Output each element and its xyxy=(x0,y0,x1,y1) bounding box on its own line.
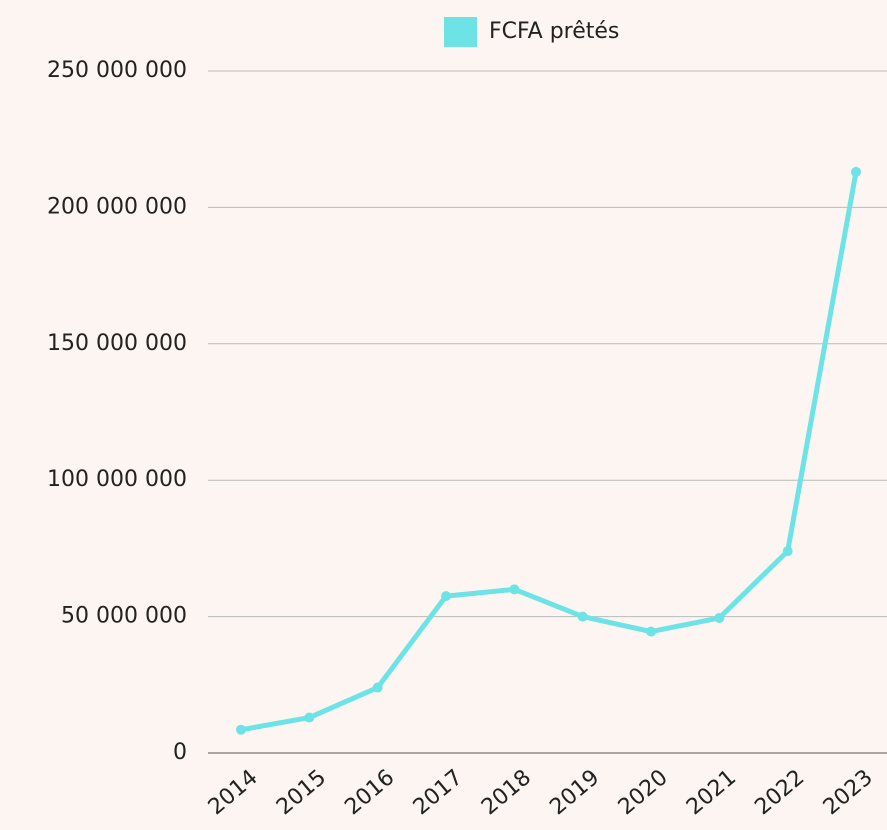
point xyxy=(372,682,383,693)
x-tick-label: 2017 xyxy=(409,765,468,820)
point xyxy=(782,546,793,557)
x-tick-label: 2014 xyxy=(204,765,263,820)
y-tick-label: 250 000 000 xyxy=(47,58,187,83)
y-tick-label: 0 xyxy=(173,740,187,765)
legend-label: FCFA prêtés xyxy=(489,19,619,44)
point xyxy=(714,612,725,623)
legend-swatch xyxy=(444,17,477,47)
x-tick-label: 2020 xyxy=(614,765,673,820)
point xyxy=(509,584,520,595)
point xyxy=(851,166,861,177)
x-tick-label: 2015 xyxy=(272,765,331,820)
y-tick-label: 150 000 000 xyxy=(47,331,187,356)
y-tick-label: 50 000 000 xyxy=(61,604,187,629)
y-tick-label: 200 000 000 xyxy=(47,194,187,219)
x-tick-label: 2018 xyxy=(477,765,536,820)
y-tick-label: 100 000 000 xyxy=(47,467,187,492)
line xyxy=(240,171,859,733)
point xyxy=(577,611,588,622)
x-tick-label: 2023 xyxy=(819,765,878,820)
point xyxy=(304,712,315,723)
x-tick-label: 2021 xyxy=(682,765,741,820)
point xyxy=(646,626,656,637)
x-tick-label: 2019 xyxy=(545,765,604,820)
point xyxy=(441,591,451,602)
point xyxy=(236,724,246,735)
x-tick-label: 2022 xyxy=(750,765,809,820)
x-tick-label: 2016 xyxy=(340,765,399,820)
